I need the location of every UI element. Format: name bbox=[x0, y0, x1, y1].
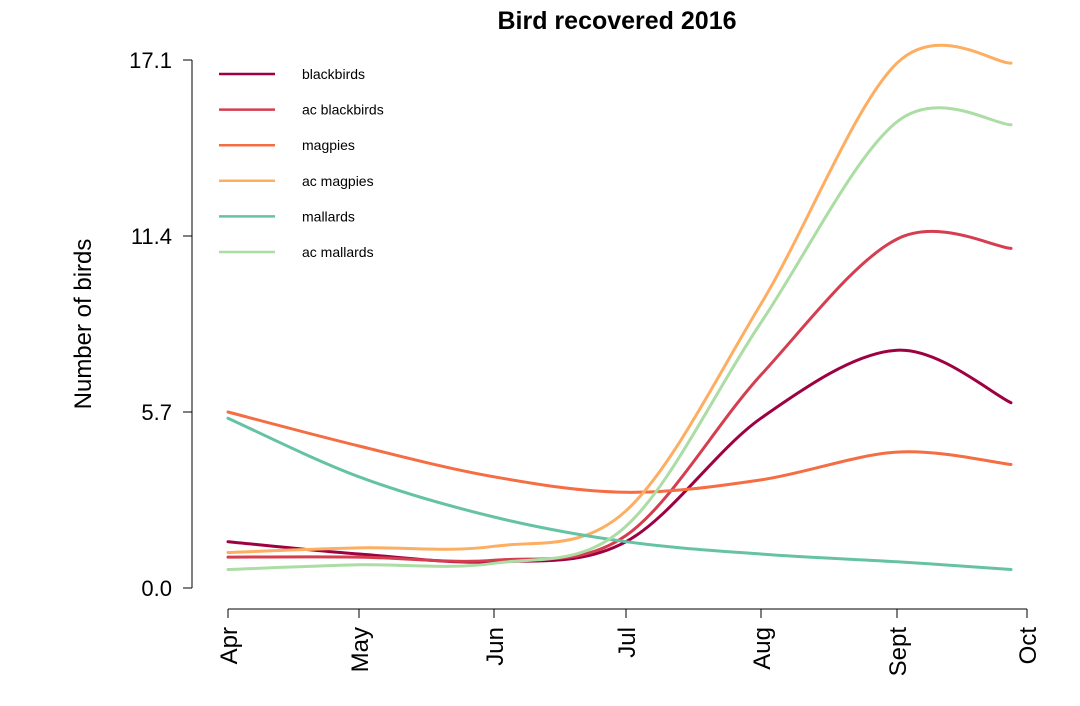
y-tick-label: 11.4 bbox=[131, 224, 172, 249]
x-tick-label: Aug bbox=[749, 627, 776, 670]
series-line-blackbirds bbox=[226, 348, 1013, 564]
legend: blackbirds ac blackbirds magpies ac magpies… bbox=[219, 66, 384, 260]
series-line-mallards bbox=[226, 416, 1013, 571]
y-axis: 0.0 5.7 11.4 17.1 bbox=[129, 48, 193, 601]
x-tick-label: Apr bbox=[216, 627, 243, 664]
x-tick-label: Sept bbox=[885, 627, 912, 677]
x-axis: Apr May Jun Jul Aug Sept Oct bbox=[216, 608, 1042, 677]
legend-label: ac magpies bbox=[302, 173, 374, 189]
legend-label: ac mallards bbox=[302, 244, 374, 260]
x-tick-label: Oct bbox=[1015, 627, 1042, 665]
series-line-ac-magpies bbox=[226, 43, 1013, 554]
legend-label: blackbirds bbox=[302, 66, 365, 82]
x-tick-label: Jul bbox=[614, 627, 641, 658]
series-lines bbox=[226, 43, 1013, 571]
y-tick-label: 17.1 bbox=[129, 48, 172, 73]
series-line-ac-blackbirds bbox=[226, 229, 1013, 563]
legend-label: mallards bbox=[302, 208, 355, 224]
x-tick-label: Jun bbox=[482, 627, 509, 666]
y-axis-label: Number of birds bbox=[70, 239, 97, 410]
y-tick-label: 0.0 bbox=[141, 576, 172, 601]
series-line-ac-mallards bbox=[226, 106, 1013, 571]
chart-title: Bird recovered 2016 bbox=[497, 7, 736, 35]
series-line-magpies bbox=[226, 410, 1013, 494]
x-tick-label: May bbox=[347, 627, 374, 672]
legend-label: ac blackbirds bbox=[302, 102, 384, 118]
y-tick-label: 5.7 bbox=[141, 400, 172, 425]
legend-label: magpies bbox=[302, 137, 355, 153]
